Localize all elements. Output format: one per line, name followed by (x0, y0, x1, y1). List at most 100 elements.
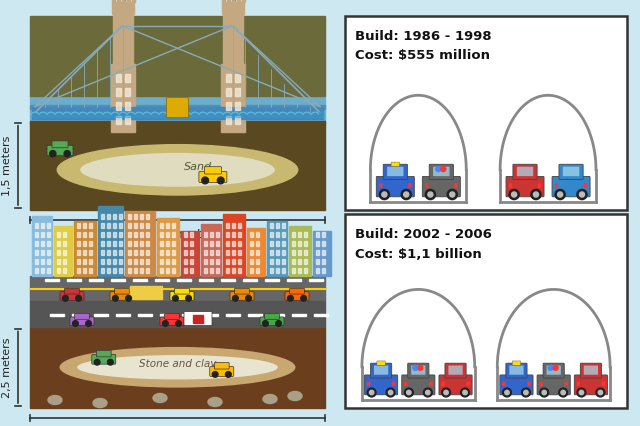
Bar (270, 241, 273, 246)
Bar (140, 259, 143, 264)
Bar (270, 268, 273, 273)
Bar (146, 232, 149, 237)
Bar (160, 314, 174, 317)
FancyBboxPatch shape (60, 292, 84, 300)
Bar (304, 268, 307, 273)
Bar (130, 286, 162, 299)
Bar (204, 259, 207, 264)
Circle shape (76, 296, 81, 301)
Circle shape (596, 388, 605, 397)
FancyBboxPatch shape (517, 167, 533, 176)
Bar (128, 250, 131, 255)
Bar (270, 223, 273, 228)
Bar (132, 0, 135, 2)
Bar (89, 250, 92, 255)
FancyBboxPatch shape (408, 183, 412, 188)
Bar (238, 268, 241, 273)
Bar (172, 268, 175, 273)
Bar (298, 259, 301, 264)
Bar (322, 241, 325, 246)
FancyBboxPatch shape (538, 183, 541, 188)
FancyBboxPatch shape (555, 183, 558, 188)
FancyBboxPatch shape (402, 375, 435, 395)
Circle shape (232, 296, 238, 301)
Circle shape (186, 296, 191, 301)
Bar (107, 223, 110, 228)
Bar (77, 232, 80, 237)
FancyBboxPatch shape (52, 141, 68, 148)
Bar (128, 223, 131, 228)
Bar (107, 232, 110, 237)
Bar (298, 241, 301, 246)
Circle shape (262, 321, 268, 326)
FancyBboxPatch shape (164, 314, 179, 319)
Bar (322, 268, 325, 273)
Bar (216, 268, 219, 273)
Bar (41, 223, 44, 228)
Bar (41, 232, 44, 237)
Bar (243, 279, 257, 281)
FancyBboxPatch shape (449, 366, 463, 375)
Bar (122, 0, 125, 2)
Bar (190, 259, 193, 264)
Circle shape (64, 150, 70, 157)
Bar (35, 268, 38, 273)
FancyBboxPatch shape (404, 382, 408, 386)
Bar (227, 0, 230, 2)
Circle shape (287, 296, 293, 301)
Bar (140, 250, 143, 255)
Bar (146, 250, 149, 255)
FancyBboxPatch shape (537, 375, 570, 395)
FancyBboxPatch shape (204, 167, 221, 174)
Bar (47, 223, 50, 228)
Bar (238, 241, 241, 246)
FancyBboxPatch shape (214, 363, 229, 369)
Circle shape (401, 190, 412, 200)
Bar (210, 259, 213, 264)
Bar (57, 232, 60, 237)
Circle shape (367, 388, 376, 397)
Text: 1,5 meters: 1,5 meters (2, 135, 12, 196)
Bar (250, 259, 253, 264)
FancyBboxPatch shape (376, 176, 414, 197)
Circle shape (559, 388, 568, 397)
FancyBboxPatch shape (210, 367, 234, 377)
Circle shape (413, 365, 418, 370)
Bar (47, 241, 50, 246)
Bar (140, 223, 143, 228)
Ellipse shape (48, 395, 62, 405)
Bar (221, 64, 244, 132)
Bar (226, 241, 229, 246)
Bar (32, 216, 52, 276)
Bar (201, 224, 221, 276)
Bar (304, 259, 307, 264)
Bar (216, 232, 219, 237)
Bar (265, 279, 279, 281)
Bar (134, 214, 137, 219)
Bar (30, 95, 325, 125)
Bar (223, 214, 245, 276)
Bar (83, 250, 86, 255)
Circle shape (426, 190, 435, 200)
Circle shape (553, 365, 558, 370)
Circle shape (579, 390, 584, 395)
Circle shape (212, 371, 218, 377)
Bar (113, 241, 116, 246)
Bar (101, 241, 104, 246)
Bar (322, 259, 325, 264)
FancyBboxPatch shape (564, 382, 568, 386)
Text: 2,2 kilometers: 2,2 kilometers (135, 228, 220, 241)
Bar (125, 102, 129, 110)
Circle shape (163, 321, 168, 326)
Text: Stone and clay: Stone and clay (139, 359, 216, 369)
Bar (125, 74, 129, 82)
Circle shape (125, 296, 131, 301)
FancyBboxPatch shape (65, 288, 79, 294)
FancyBboxPatch shape (377, 361, 385, 366)
Bar (57, 250, 60, 255)
Text: Cost: $1,1 billion: Cost: $1,1 billion (355, 248, 482, 261)
Bar (83, 259, 86, 264)
Bar (232, 268, 235, 273)
FancyBboxPatch shape (422, 176, 460, 197)
FancyBboxPatch shape (563, 167, 579, 176)
